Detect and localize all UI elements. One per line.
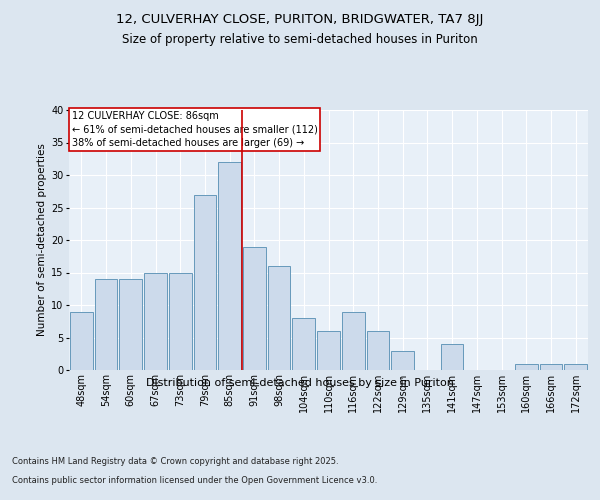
Bar — [95, 279, 118, 370]
Bar — [70, 312, 93, 370]
Bar — [169, 272, 191, 370]
Bar — [539, 364, 562, 370]
Bar — [268, 266, 290, 370]
Text: Size of property relative to semi-detached houses in Puriton: Size of property relative to semi-detach… — [122, 32, 478, 46]
Bar — [367, 331, 389, 370]
Bar — [243, 246, 266, 370]
Bar — [119, 279, 142, 370]
Text: Distribution of semi-detached houses by size in Puriton: Distribution of semi-detached houses by … — [146, 378, 454, 388]
Bar — [441, 344, 463, 370]
Text: 12 CULVERHAY CLOSE: 86sqm
← 61% of semi-detached houses are smaller (112)
38% of: 12 CULVERHAY CLOSE: 86sqm ← 61% of semi-… — [71, 112, 317, 148]
Bar — [564, 364, 587, 370]
Text: Contains public sector information licensed under the Open Government Licence v3: Contains public sector information licen… — [12, 476, 377, 485]
Bar — [292, 318, 315, 370]
Bar — [218, 162, 241, 370]
Bar — [317, 331, 340, 370]
Bar — [391, 350, 414, 370]
Y-axis label: Number of semi-detached properties: Number of semi-detached properties — [37, 144, 47, 336]
Bar — [515, 364, 538, 370]
Bar — [194, 194, 216, 370]
Bar — [342, 312, 365, 370]
Text: 12, CULVERHAY CLOSE, PURITON, BRIDGWATER, TA7 8JJ: 12, CULVERHAY CLOSE, PURITON, BRIDGWATER… — [116, 12, 484, 26]
Text: Contains HM Land Registry data © Crown copyright and database right 2025.: Contains HM Land Registry data © Crown c… — [12, 458, 338, 466]
Bar — [144, 272, 167, 370]
